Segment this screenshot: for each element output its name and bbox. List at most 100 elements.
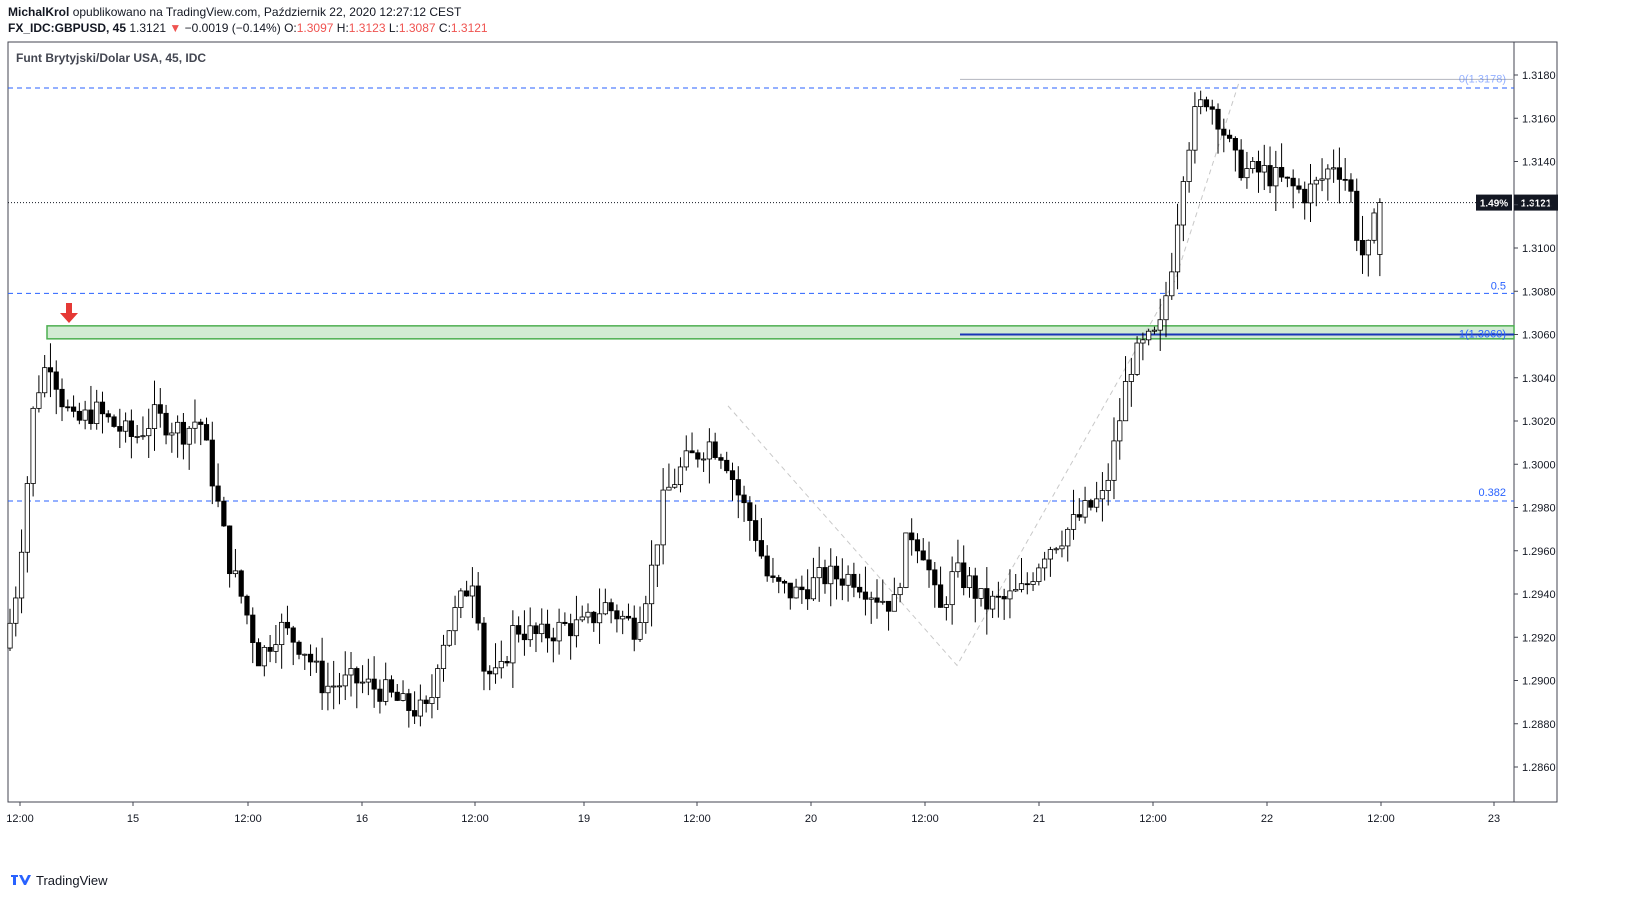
candle-body: [423, 699, 429, 704]
candle: [666, 463, 672, 491]
candle: [799, 575, 805, 604]
candle: [631, 605, 637, 652]
candle-body: [359, 681, 366, 684]
candle-body: [602, 602, 608, 615]
candle: [1226, 129, 1233, 143]
candle-body: [1221, 128, 1227, 136]
candle: [625, 603, 632, 621]
x-tick-label: 19: [578, 813, 590, 825]
candle-body: [331, 685, 337, 688]
candle-body: [1094, 498, 1100, 508]
candle-body: [504, 661, 510, 664]
candle: [885, 600, 892, 631]
candle-body: [18, 551, 25, 599]
candle-body: [406, 693, 412, 711]
y-tick-label: 1.2900: [1522, 676, 1556, 688]
author-name[interactable]: MichalKrol: [8, 5, 70, 19]
candle-body: [747, 502, 753, 521]
candle-body: [1307, 183, 1314, 204]
candle: [203, 417, 210, 441]
candle-body: [1279, 167, 1285, 178]
candle: [440, 634, 447, 682]
candle: [88, 385, 94, 430]
candle-body: [88, 409, 94, 424]
candle-body: [383, 679, 389, 702]
candle: [1359, 215, 1366, 274]
symbol-label[interactable]: FX_IDC:GBPUSD, 45: [8, 21, 127, 35]
candle: [267, 634, 273, 663]
candle: [186, 426, 192, 470]
candle: [544, 609, 551, 653]
candle: [76, 402, 82, 425]
candle: [689, 432, 695, 454]
tradingview-logo-icon[interactable]: [10, 872, 32, 889]
candle: [516, 616, 522, 643]
candle-body: [799, 586, 805, 591]
candle: [198, 418, 204, 446]
last-price: 1.3121: [129, 21, 167, 35]
candle-body: [36, 392, 42, 409]
price-pct-badge: [1476, 194, 1512, 211]
candle: [741, 485, 747, 522]
candle-body: [1186, 149, 1192, 182]
candle: [30, 406, 36, 497]
candle-body: [764, 555, 770, 577]
candle-body: [481, 622, 487, 672]
candle: [244, 594, 250, 625]
candle: [1279, 143, 1285, 182]
x-tick-label: 20: [805, 813, 817, 825]
candle: [747, 496, 753, 541]
candle-body: [290, 627, 296, 643]
candle-body: [770, 575, 776, 578]
candle-body: [105, 413, 111, 418]
candle: [42, 355, 48, 398]
candle-body: [296, 641, 302, 655]
candle: [695, 449, 701, 468]
candle: [1209, 99, 1215, 125]
candle: [319, 637, 325, 710]
candle-body: [1273, 167, 1279, 187]
candle: [492, 643, 499, 684]
candle: [1250, 157, 1256, 174]
footer: TradingView: [10, 872, 108, 889]
candle-body: [1238, 149, 1244, 179]
candle-body: [596, 613, 603, 624]
candle-body: [937, 584, 944, 608]
candle: [1013, 573, 1019, 593]
candle: [36, 375, 42, 413]
candle-body: [215, 485, 221, 502]
candle: [550, 627, 556, 663]
candle: [1047, 546, 1053, 577]
tradingview-brand[interactable]: TradingView: [36, 873, 108, 888]
candle-body: [1319, 178, 1325, 181]
candle-body: [1024, 583, 1030, 586]
y-tick-label: 1.3000: [1522, 459, 1556, 471]
x-tick-label: 12:00: [461, 813, 489, 825]
candle: [446, 629, 452, 647]
candle: [764, 545, 770, 582]
candle: [1099, 472, 1106, 522]
resistance-zone: [46, 325, 1515, 340]
candle: [250, 607, 256, 664]
candle-body: [712, 441, 718, 458]
candle: [614, 604, 620, 633]
candle: [1342, 158, 1348, 191]
candle: [65, 399, 71, 412]
candle: [146, 408, 152, 458]
candle: [221, 496, 227, 527]
candle: [365, 658, 371, 696]
candle-body: [1226, 134, 1233, 139]
candle: [643, 595, 649, 634]
candle: [862, 566, 869, 616]
candle: [111, 414, 117, 428]
candle: [169, 422, 175, 453]
candle: [1065, 527, 1071, 562]
candle: [1336, 147, 1342, 204]
candle: [279, 613, 285, 669]
candle-body: [163, 412, 169, 436]
candle-body: [388, 679, 395, 693]
candle: [307, 644, 314, 676]
candle-body: [521, 633, 528, 641]
candle-body: [186, 427, 192, 445]
